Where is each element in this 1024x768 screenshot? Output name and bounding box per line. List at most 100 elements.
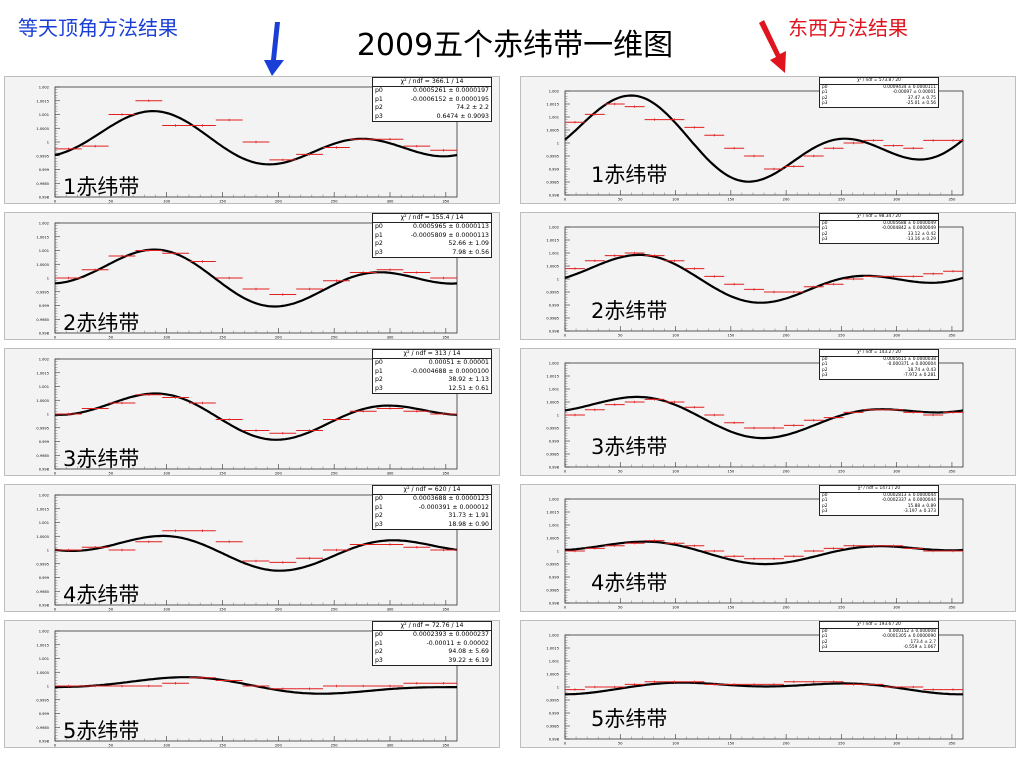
y-tick-label: 0.998 bbox=[549, 466, 560, 470]
chi2-separator: = bbox=[422, 78, 432, 85]
chi2-label: χ² / ndf bbox=[857, 78, 873, 83]
x-tick-label: 0 bbox=[54, 472, 57, 476]
chi2-label: χ² / ndf bbox=[403, 486, 426, 493]
chart-panel: 1.002 1.0015 1.001 1.0005 1 0.9995 0.999 0.9985… bbox=[520, 484, 1016, 612]
chart-panel: 1.002 1.0015 1.001 1.0005 1 0.9995 0.999 0.9985… bbox=[520, 76, 1016, 204]
chi2-separator: = bbox=[425, 486, 435, 493]
x-tick-label: 100 bbox=[163, 608, 171, 612]
data-point bbox=[783, 424, 804, 427]
fit-param-row: p2 31.73 ± 1.91 bbox=[373, 512, 491, 520]
fit-param-name: p1 bbox=[375, 639, 383, 647]
chi2-label: χ² / ndf bbox=[857, 350, 873, 355]
data-point bbox=[135, 684, 163, 688]
chart-panel: 1.002 1.0015 1.001 1.0005 1 0.9995 0.999 0.9985… bbox=[4, 620, 500, 748]
x-tick-label: 0 bbox=[54, 608, 57, 612]
data-point bbox=[744, 557, 764, 560]
x-tick-label: 50 bbox=[618, 334, 623, 338]
x-tick-label: 350 bbox=[442, 200, 450, 204]
fit-param-name: p2 bbox=[375, 240, 383, 248]
chart-panel: 1.002 1.0015 1.001 1.0005 1 0.9995 0.999 0.9985… bbox=[520, 620, 1016, 748]
chi2-value: 193.6 / 20 bbox=[878, 622, 901, 627]
y-tick-label: 1.002 bbox=[39, 358, 49, 362]
band-label: 2赤纬带 bbox=[591, 299, 668, 323]
y-tick-label: 0.9985 bbox=[36, 182, 49, 186]
fit-param-row: p0 0.0005261 ± 0.0000197 bbox=[373, 87, 491, 95]
fit-param-name: p3 bbox=[822, 509, 828, 515]
data-point bbox=[565, 267, 585, 270]
data-point bbox=[883, 144, 904, 147]
data-point bbox=[215, 418, 243, 421]
fit-param-value: 0.0002393 ± 0.0000237 bbox=[412, 631, 489, 639]
fit-param-row: p2 173.4 ± 2.7 bbox=[820, 640, 938, 646]
x-tick-label: 0 bbox=[564, 606, 567, 610]
x-tick-label: 300 bbox=[387, 200, 395, 204]
y-tick-label: 0.998 bbox=[39, 740, 50, 744]
fit-param-name: p2 bbox=[375, 104, 383, 112]
data-point bbox=[843, 411, 864, 414]
data-point bbox=[704, 275, 725, 278]
fit-param-row: p1 -0.0001305 ± 0.0000090 bbox=[820, 634, 938, 640]
fit-param-value: 0.0005615 ± 0.0000038 bbox=[883, 356, 936, 362]
band-label: 1赤纬带 bbox=[591, 163, 668, 187]
data-point bbox=[584, 408, 605, 411]
y-tick-label: 0.999 bbox=[39, 440, 50, 444]
y-tick-label: 1.0005 bbox=[36, 263, 49, 267]
y-tick-label: 1.0005 bbox=[36, 399, 49, 403]
fit-curve bbox=[564, 540, 964, 566]
x-tick-label: 300 bbox=[387, 608, 395, 612]
y-tick-label: 0.999 bbox=[39, 168, 50, 172]
data-point bbox=[269, 432, 297, 435]
fit-param-row: p2 94.08 ± 5.69 bbox=[373, 648, 491, 656]
fit-param-value: 0.0005965 ± 0.0000113 bbox=[412, 223, 489, 231]
data-point bbox=[803, 419, 824, 422]
y-tick-label: 1 bbox=[47, 277, 49, 281]
data-point bbox=[704, 134, 725, 137]
data-point bbox=[55, 276, 82, 280]
fit-param-name: p0 bbox=[375, 359, 383, 367]
chart-svg: 1.0021.00151.0011.000510.99950.9990.9985… bbox=[546, 226, 964, 338]
fit-param-name: p0 bbox=[822, 492, 828, 498]
red-arrow-icon bbox=[759, 20, 786, 73]
y-tick-label: 0.999 bbox=[39, 576, 50, 580]
y-tick-label: 0.999 bbox=[549, 576, 560, 580]
y-tick-label: 0.999 bbox=[549, 168, 560, 172]
data-point bbox=[863, 408, 884, 411]
data-point bbox=[430, 412, 457, 416]
chi2-value: 98.34 / 20 bbox=[878, 214, 901, 219]
fit-stats-box: χ² / ndf = 1471 / 20 p0 0.0002813 ± 0.0000… bbox=[819, 485, 939, 516]
data-point bbox=[843, 683, 864, 686]
data-point bbox=[704, 413, 725, 417]
x-tick-label: 50 bbox=[618, 470, 623, 474]
fit-param-name: p3 bbox=[375, 248, 383, 256]
data-point bbox=[162, 396, 189, 399]
fit-curve bbox=[54, 534, 458, 572]
left-method-label: 等天顶角方法结果 bbox=[18, 16, 178, 40]
data-point bbox=[108, 254, 136, 258]
band-label: 2赤纬带 bbox=[63, 311, 140, 335]
data-point bbox=[823, 547, 844, 550]
y-tick-label: 0.9985 bbox=[546, 317, 559, 321]
y-tick-label: 1.001 bbox=[39, 113, 49, 117]
x-tick-label: 200 bbox=[783, 470, 791, 474]
fit-param-name: p0 bbox=[375, 631, 383, 639]
chart-svg: 1.0021.00151.0011.000510.99950.9990.9985… bbox=[546, 90, 964, 202]
data-point bbox=[269, 561, 297, 564]
x-tick-label: 350 bbox=[949, 334, 957, 338]
data-point bbox=[684, 126, 705, 129]
data-point bbox=[724, 683, 745, 686]
data-point bbox=[189, 676, 216, 679]
x-tick-label: 50 bbox=[109, 608, 114, 612]
data-point bbox=[644, 254, 665, 257]
data-point bbox=[323, 279, 350, 282]
y-tick-label: 1.0015 bbox=[36, 507, 49, 511]
fit-stats-box: χ² / ndf = 155.4 / 14 p0 0.0005965 ± 0.000… bbox=[372, 213, 492, 259]
data-point bbox=[624, 542, 645, 545]
x-tick-label: 300 bbox=[387, 472, 395, 476]
y-tick-label: 1.001 bbox=[549, 524, 559, 528]
fit-param-value: -25.01 ± 0.56 bbox=[906, 101, 936, 107]
y-tick-label: 1.002 bbox=[39, 630, 49, 634]
chi2-label: χ² / ndf bbox=[857, 486, 874, 491]
y-tick-label: 1.0015 bbox=[36, 371, 49, 375]
chi2-separator: = bbox=[872, 350, 879, 355]
data-point bbox=[764, 290, 784, 294]
